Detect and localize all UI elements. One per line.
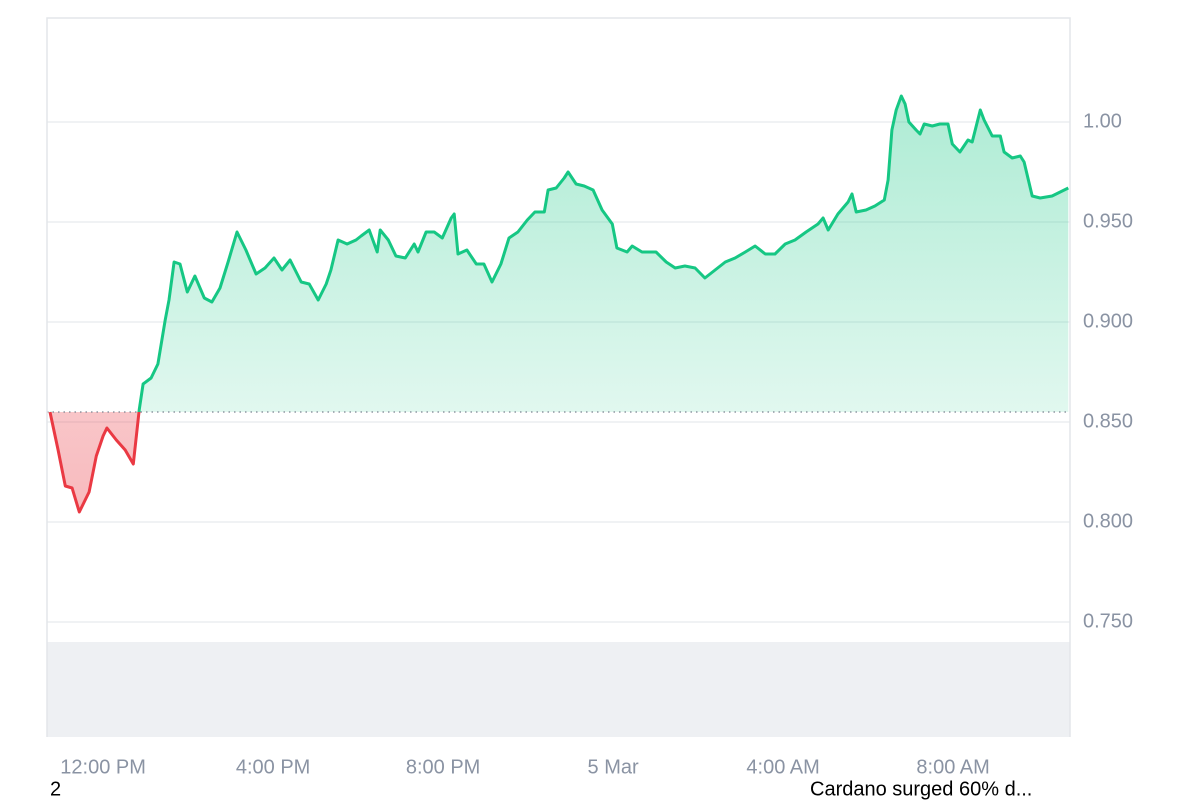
area-up [50,96,1069,412]
y-tick-label: 0.800 [1083,510,1133,532]
x-tick-label: 5 Mar [588,756,639,778]
y-tick-label: 0.850 [1083,410,1133,432]
y-tick-label: 0.950 [1083,210,1133,232]
x-tick-label: 8:00 AM [916,756,989,778]
x-tick-label: 4:00 PM [236,756,310,778]
footer-right: Cardano surged 60% d... [810,778,1032,800]
y-tick-label: 1.00 [1083,110,1122,132]
x-tick-label: 4:00 AM [746,756,819,778]
price-line-up [50,94,1069,412]
plot-frame [46,17,1071,737]
y-tick-label: 0.750 [1083,610,1133,632]
x-tick-label: 12:00 PM [60,756,146,778]
footer-left: 2 [50,778,61,800]
x-tick-label: 8:00 PM [406,756,480,778]
plot [47,94,1070,514]
volume-band [47,642,1070,737]
y-tick-label: 0.900 [1083,310,1133,332]
